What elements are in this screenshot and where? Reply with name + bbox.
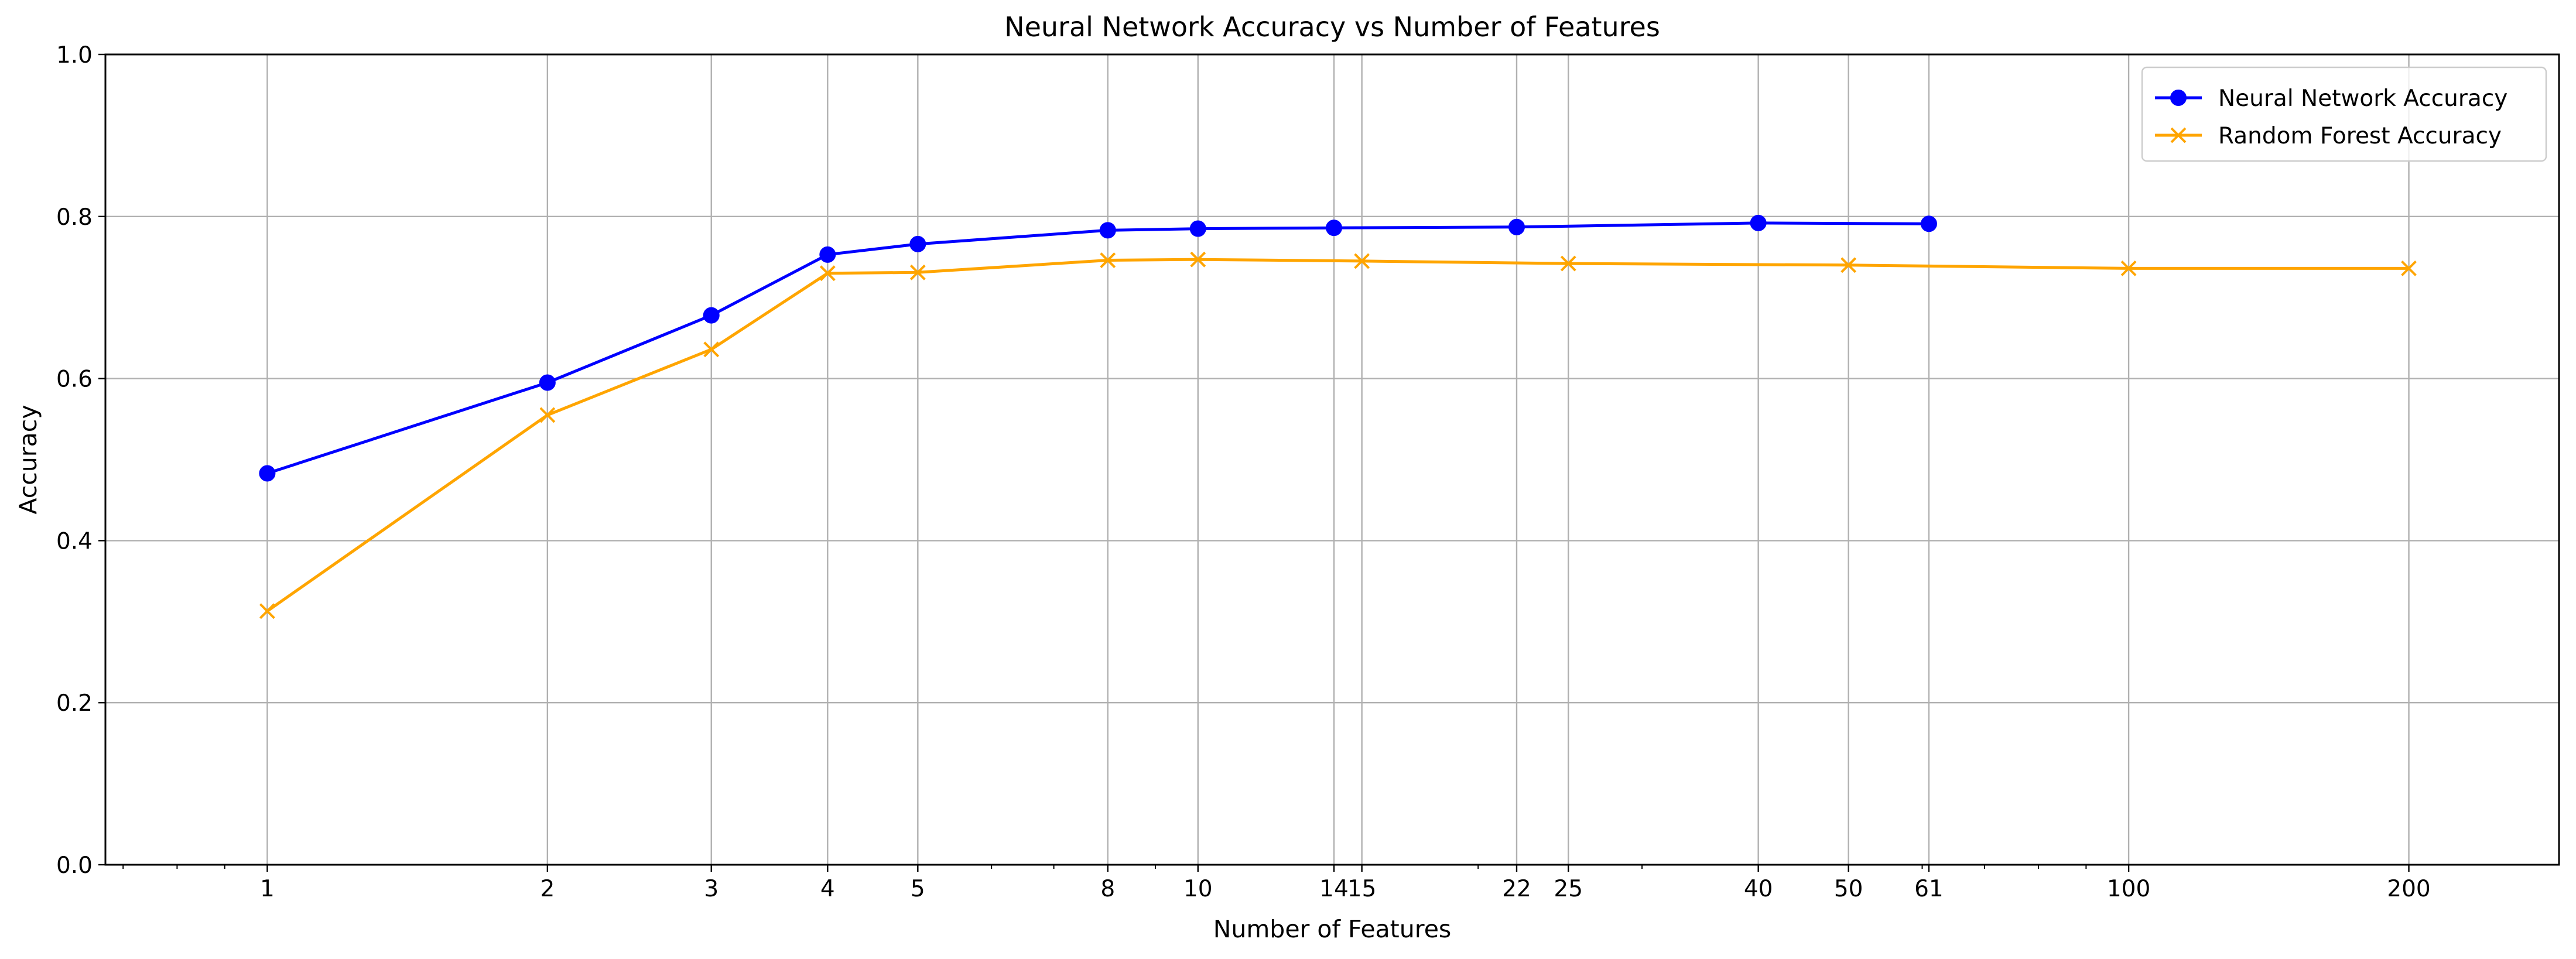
y-tick-label: 0.6 (56, 367, 93, 393)
legend: Neural Network Accuracy Random Forest Acc… (2141, 66, 2547, 162)
data-point (1750, 214, 1767, 231)
legend-box (2141, 66, 2547, 162)
data-point (259, 465, 276, 482)
data-point (703, 341, 720, 358)
x-tick-label: 4 (820, 876, 835, 902)
y-tick-label: 0.8 (56, 204, 93, 231)
data-point (539, 407, 556, 423)
series-layer (259, 214, 2417, 619)
plot-frame (104, 53, 2560, 866)
data-point (1326, 220, 1343, 237)
y-tick-label: 0.0 (56, 852, 93, 879)
x-axis-label: Number of Features (1213, 915, 1452, 943)
x-tick-label: 100 (2107, 876, 2150, 902)
x-tick-label: 8 (1100, 876, 1115, 902)
x-tick-label: 22 (1502, 876, 1531, 902)
data-point (1354, 253, 1370, 269)
y-axis-ticks: 0.0 0.2 0.4 0.6 0.8 1.0 (56, 42, 105, 879)
data-point (819, 246, 836, 263)
data-point (1100, 252, 1116, 268)
data-point (909, 235, 926, 252)
legend-item: Random Forest Accuracy (2155, 123, 2502, 149)
y-tick-label: 0.4 (56, 528, 93, 554)
x-tick-label: 40 (1744, 876, 1773, 902)
series-line (265, 258, 2410, 613)
x-tick-label: 25 (1554, 876, 1583, 902)
data-point (1190, 251, 1206, 268)
legend-label: Random Forest Accuracy (2218, 123, 2502, 149)
legend-label: Neural Network Accuracy (2218, 85, 2507, 112)
x-tick-label: 2 (540, 876, 555, 902)
x-tick-label: 3 (704, 876, 719, 902)
x-tick-label: 14 (1319, 876, 1349, 902)
data-point (909, 264, 926, 280)
y-axis-label: Accuracy (14, 405, 42, 514)
data-point (1560, 255, 1576, 272)
x-tick-label: 5 (911, 876, 925, 902)
x-tick-label: 10 (1183, 876, 1213, 902)
data-point (539, 374, 556, 391)
data-point (1099, 222, 1116, 239)
data-point (2120, 260, 2137, 276)
chart-title: Neural Network Accuracy vs Number of Fea… (1004, 11, 1660, 43)
x-tick-label: 15 (1347, 876, 1377, 902)
y-tick-label: 0.2 (56, 690, 93, 717)
data-point (1508, 218, 1525, 235)
data-point (2401, 260, 2417, 276)
y-tick-label: 1.0 (56, 42, 93, 68)
legend-swatch-marker (2170, 90, 2187, 106)
data-point (1841, 257, 1857, 273)
x-tick-label: 50 (1834, 876, 1863, 902)
series-neural-network (259, 214, 1937, 482)
x-tick-label: 61 (1914, 876, 1944, 902)
data-point (1189, 220, 1206, 237)
legend-item: Neural Network Accuracy (2155, 85, 2507, 112)
series-random-forest (259, 251, 2417, 619)
x-tick-label: 1 (260, 876, 275, 902)
legend-swatch-marker (2170, 127, 2187, 143)
data-point (819, 265, 836, 282)
data-point (259, 603, 275, 619)
data-point (1920, 215, 1937, 232)
data-point (703, 307, 720, 324)
x-tick-label: 200 (2387, 876, 2430, 902)
